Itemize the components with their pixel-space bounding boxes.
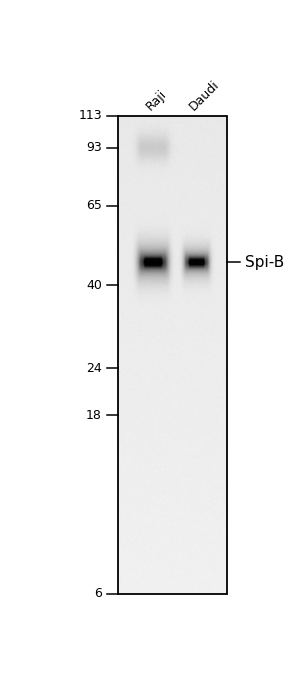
Text: Daudi: Daudi xyxy=(187,78,222,113)
Text: 24: 24 xyxy=(86,361,102,374)
Text: 93: 93 xyxy=(86,141,102,154)
Text: 65: 65 xyxy=(86,200,102,213)
Text: 113: 113 xyxy=(78,110,102,123)
Bar xyxy=(118,116,226,594)
Text: Spi-B: Spi-B xyxy=(245,255,284,270)
Text: 6: 6 xyxy=(94,587,102,600)
Text: 18: 18 xyxy=(86,409,102,421)
Bar xyxy=(118,116,226,594)
Text: 40: 40 xyxy=(86,278,102,291)
Text: Raji: Raji xyxy=(144,88,169,113)
